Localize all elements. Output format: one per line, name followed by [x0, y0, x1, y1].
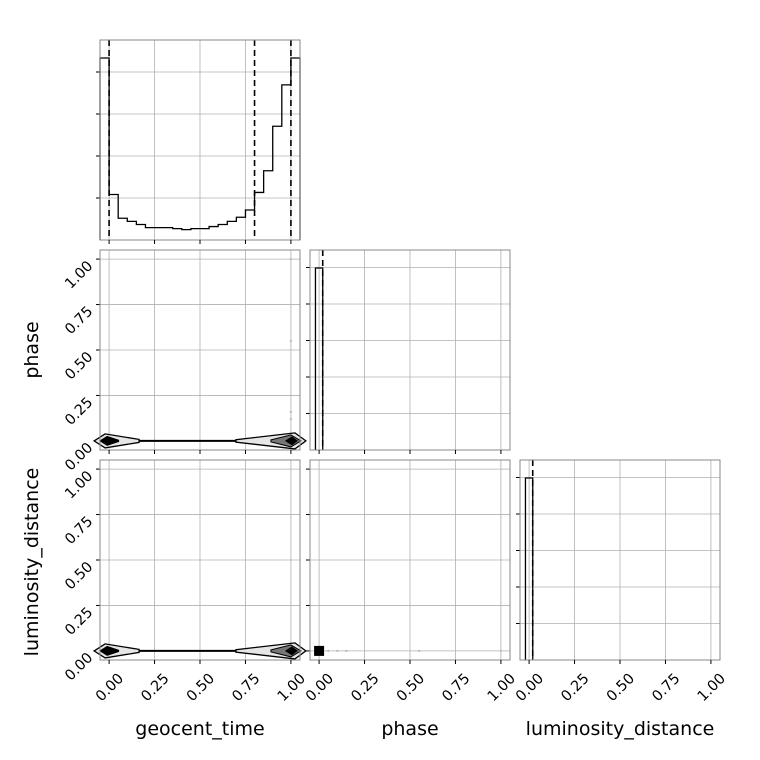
y-tick-label: 1.00: [62, 468, 96, 502]
scatter-point: [417, 649, 421, 653]
y-tick-label: 0.00: [62, 440, 96, 474]
x-tick-label: 1.00: [275, 671, 309, 705]
contour-core-right: [284, 436, 298, 446]
x-tick-label: 0.00: [513, 671, 547, 705]
x-tick-label: 0.50: [394, 671, 428, 705]
x-tick-label: 0.50: [184, 671, 218, 705]
histogram-step-line: [524, 477, 534, 660]
y-tick-label: 0.75: [62, 514, 96, 548]
y-tick-label: 0.00: [62, 650, 96, 684]
x-axis-label-luminosity-distance: luminosity_distance: [526, 718, 715, 740]
x-tick-label: 0.75: [649, 671, 683, 705]
x-tick-label: 0.25: [558, 671, 592, 705]
histogram-panel-phase: [306, 249, 511, 454]
y-tick-label: 0.50: [62, 559, 96, 593]
y-tick-label: 0.25: [62, 605, 96, 639]
scatter-point: [336, 649, 339, 653]
x-tick-label: 0.00: [303, 671, 337, 705]
contour-core-right: [284, 646, 298, 656]
contour-core-left: [99, 435, 120, 446]
scatter-point: [326, 649, 330, 653]
x-tick-label: 0.75: [439, 671, 473, 705]
histogram-panel-luminosity-distance: [516, 459, 721, 664]
labels-layer: geocent_time phase luminosity_distance p…: [21, 321, 714, 740]
contour-core-left: [99, 645, 120, 656]
x-tick-label: 0.50: [604, 671, 638, 705]
histogram-step-line: [99, 57, 301, 240]
x-tick-label: 1.00: [485, 671, 519, 705]
x-axis-label-geocent-time: geocent_time: [135, 718, 264, 740]
scatter-point: [289, 410, 293, 414]
x-axis-label-phase: phase: [381, 718, 438, 740]
scatter-point: [289, 257, 293, 261]
y-axis-label-phase: phase: [21, 321, 43, 378]
x-tick-label: 0.25: [138, 671, 172, 705]
scatter-panel-geocent-time-vs-luminosity-distance: [92, 459, 308, 664]
histogram-step-line: [314, 267, 324, 450]
x-tick-label: 0.00: [93, 671, 127, 705]
panels-layer: 0.00 0.25 0.50 0.75 1.000.00 0.25 0.50 0.75 1.00…: [62, 39, 729, 705]
scatter-point: [289, 339, 293, 343]
x-tick-label: 0.25: [348, 671, 382, 705]
x-tick-label: 0.75: [229, 671, 263, 705]
y-tick-label: 0.25: [62, 395, 96, 429]
scatter-point: [345, 649, 348, 653]
scatter-panel-geocent-time-vs-phase: [92, 249, 308, 454]
y-tick-label: 0.75: [62, 304, 96, 338]
density-core-block: [314, 645, 325, 656]
scatter-point: [289, 417, 293, 421]
scatter-point: [499, 649, 503, 653]
y-tick-label: 0.50: [62, 349, 96, 383]
y-tick-label: 1.00: [62, 258, 96, 292]
x-tick-label: 1.00: [695, 671, 729, 705]
y-axis-label-luminosity-distance: luminosity_distance: [21, 468, 43, 657]
histogram-panel-geocent-time: [96, 39, 301, 244]
scatter-panel-phase-vs-luminosity-distance: [306, 459, 511, 664]
